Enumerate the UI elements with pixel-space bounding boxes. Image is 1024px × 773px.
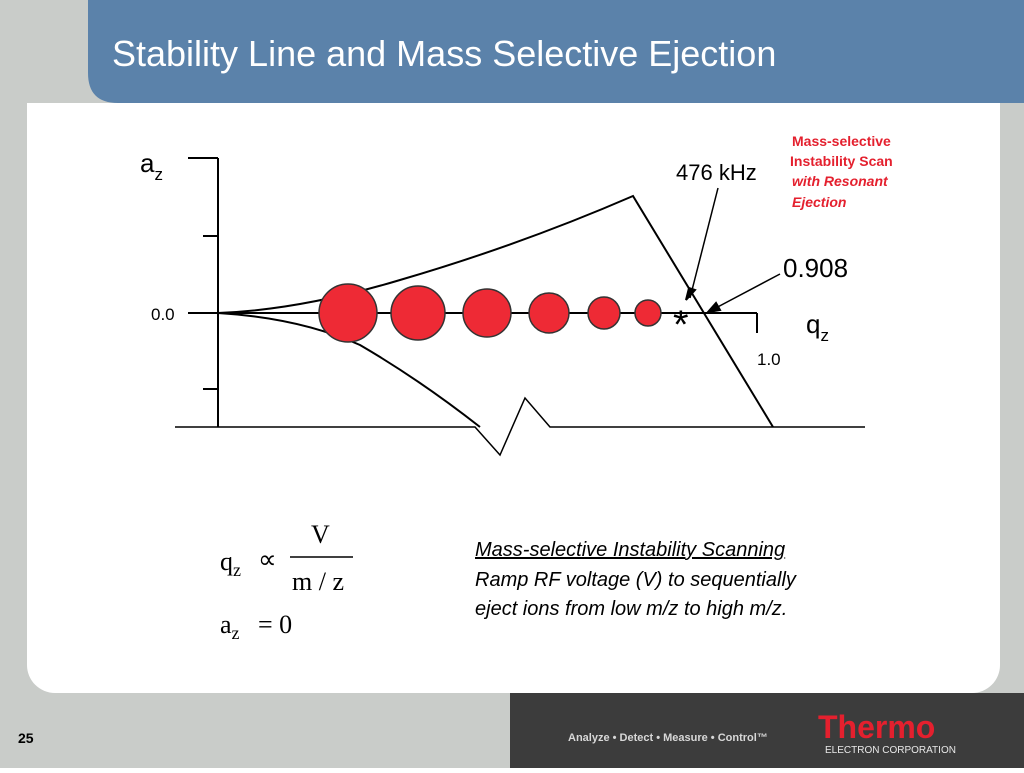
denominator: m / z [292, 567, 344, 596]
stability-boundary [217, 194, 774, 428]
ion [318, 283, 378, 343]
a-value: = 0 [258, 610, 292, 639]
logo: Thermo [818, 709, 935, 745]
q-end-label: 1.0 [757, 350, 781, 369]
caption-line: Ramp RF voltage (V) to sequentially [475, 569, 797, 591]
caption-heading: Mass-selective Instability Scanning [475, 539, 785, 561]
subscript: z [820, 326, 829, 345]
ion [462, 288, 512, 338]
q-symbol: qz [220, 547, 241, 580]
ion [390, 285, 446, 341]
a-symbol: az [220, 610, 240, 643]
numerator: V [311, 520, 330, 549]
a-axis-label: az [140, 148, 163, 184]
subscript: z [232, 623, 240, 643]
note-line: Mass-selective [792, 133, 891, 149]
subscript: z [154, 165, 163, 184]
title: Stability Line and Mass Selective Ejecti… [112, 33, 776, 74]
content-panel [27, 103, 1000, 693]
origin-label: 0.0 [151, 305, 175, 324]
panel-corner [960, 103, 1000, 143]
caption-line: eject ions from low m/z to high m/z. [475, 598, 787, 620]
scan-note: Mass-selective Instability Scan with Res… [790, 133, 893, 210]
footer-band [510, 693, 1024, 768]
tagline: Analyze • Detect • Measure • Control™ [568, 732, 768, 744]
q-eject-label: 0.908 [783, 253, 848, 283]
slide-number: 25 [18, 730, 34, 746]
equations: qz ∝ V m / z az = 0 [220, 520, 353, 643]
proportional: ∝ [258, 545, 277, 574]
note-line: Ejection [792, 194, 846, 210]
symbol: q [220, 547, 233, 576]
ions [318, 283, 662, 343]
title-bar [88, 0, 1024, 103]
arrow-head [705, 301, 722, 314]
ion [528, 292, 570, 334]
baseline [175, 396, 865, 457]
q-axis-label: qz [806, 309, 829, 345]
ion [587, 296, 621, 330]
company: ELECTRON CORPORATION [825, 745, 956, 756]
caption: Mass-selective Instability Scanning Ramp… [475, 539, 797, 620]
note-line: with Resonant [792, 173, 889, 189]
stability-boundary [217, 312, 481, 428]
eject-marker: * [673, 303, 689, 347]
symbol: q [806, 309, 820, 339]
subscript: z [233, 560, 241, 580]
symbol: a [220, 610, 232, 639]
panel-corner [27, 103, 127, 143]
symbol: a [140, 148, 155, 178]
ion [634, 299, 662, 327]
arrow [689, 187, 719, 299]
arrow [711, 273, 781, 311]
note-line: Instability Scan [790, 153, 893, 169]
arrow-head [685, 286, 697, 301]
frequency-label: 476 kHz [676, 160, 757, 185]
